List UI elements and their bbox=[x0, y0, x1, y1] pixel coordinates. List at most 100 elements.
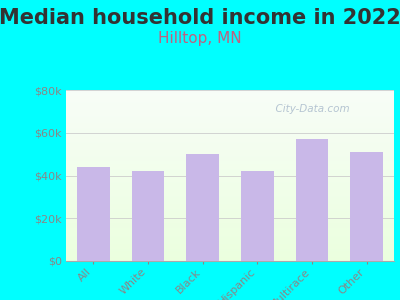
Bar bbox=[66, 152, 394, 153]
Bar bbox=[66, 109, 394, 110]
Bar bbox=[66, 148, 394, 149]
Bar bbox=[66, 108, 394, 109]
Bar bbox=[66, 137, 394, 138]
Bar bbox=[66, 210, 394, 211]
Bar bbox=[66, 216, 394, 217]
Bar bbox=[66, 162, 394, 163]
Bar bbox=[66, 143, 394, 144]
Bar bbox=[66, 94, 394, 95]
Text: City-Data.com: City-Data.com bbox=[269, 104, 350, 114]
Bar bbox=[66, 220, 394, 221]
Bar bbox=[66, 178, 394, 179]
Bar bbox=[66, 202, 394, 203]
Bar bbox=[66, 100, 394, 101]
Bar bbox=[66, 136, 394, 137]
Bar bbox=[66, 232, 394, 233]
Bar bbox=[66, 105, 394, 106]
Bar bbox=[66, 227, 394, 228]
Bar bbox=[66, 172, 394, 173]
Bar bbox=[66, 117, 394, 118]
Bar bbox=[66, 99, 394, 100]
Bar bbox=[66, 239, 394, 240]
Bar bbox=[66, 163, 394, 164]
Bar bbox=[66, 167, 394, 168]
Bar bbox=[66, 156, 394, 157]
Bar bbox=[66, 165, 394, 166]
Bar bbox=[66, 112, 394, 113]
Bar bbox=[66, 233, 394, 234]
Bar bbox=[66, 193, 394, 194]
Bar bbox=[66, 150, 394, 151]
Bar bbox=[66, 221, 394, 222]
Bar bbox=[66, 218, 394, 219]
Bar bbox=[66, 115, 394, 116]
Bar bbox=[66, 207, 394, 208]
Bar bbox=[66, 155, 394, 156]
Bar bbox=[66, 121, 394, 122]
Bar bbox=[66, 169, 394, 170]
Bar bbox=[66, 175, 394, 176]
Bar bbox=[66, 133, 394, 134]
Bar bbox=[66, 226, 394, 227]
Bar bbox=[66, 245, 394, 246]
Bar bbox=[66, 169, 394, 170]
Bar bbox=[66, 171, 394, 172]
Bar bbox=[66, 188, 394, 189]
Bar bbox=[66, 253, 394, 254]
Bar bbox=[66, 120, 394, 121]
Bar bbox=[66, 215, 394, 216]
Bar bbox=[186, 154, 219, 261]
Bar bbox=[66, 190, 394, 191]
Bar bbox=[66, 179, 394, 180]
Bar bbox=[66, 224, 394, 225]
Bar bbox=[66, 196, 394, 197]
Bar bbox=[66, 231, 394, 232]
Bar bbox=[66, 229, 394, 230]
Bar bbox=[66, 147, 394, 148]
Bar bbox=[66, 144, 394, 145]
Bar bbox=[66, 92, 394, 93]
Bar bbox=[66, 160, 394, 161]
Bar bbox=[66, 97, 394, 98]
Bar bbox=[66, 242, 394, 243]
Bar bbox=[66, 123, 394, 124]
Bar bbox=[66, 154, 394, 155]
Bar bbox=[66, 240, 394, 241]
Bar bbox=[66, 185, 394, 186]
Bar bbox=[66, 260, 394, 261]
Bar bbox=[66, 113, 394, 114]
Bar bbox=[66, 248, 394, 249]
Bar bbox=[66, 257, 394, 258]
Bar bbox=[66, 259, 394, 260]
Bar bbox=[66, 91, 394, 92]
Bar bbox=[66, 140, 394, 141]
Bar bbox=[66, 236, 394, 237]
Bar bbox=[66, 130, 394, 131]
Bar bbox=[66, 128, 394, 129]
Bar bbox=[66, 170, 394, 171]
Bar bbox=[66, 119, 394, 120]
Bar bbox=[132, 171, 164, 261]
Bar bbox=[66, 126, 394, 127]
Bar bbox=[66, 243, 394, 244]
Bar bbox=[66, 180, 394, 181]
Bar bbox=[66, 103, 394, 104]
Bar bbox=[66, 244, 394, 245]
Bar bbox=[66, 110, 394, 111]
Bar bbox=[66, 168, 394, 169]
Bar bbox=[66, 199, 394, 200]
Bar bbox=[66, 237, 394, 238]
Bar bbox=[350, 152, 383, 261]
Bar bbox=[66, 194, 394, 195]
Bar bbox=[66, 234, 394, 235]
Bar bbox=[66, 159, 394, 160]
Bar bbox=[77, 167, 110, 261]
Bar bbox=[66, 238, 394, 239]
Bar bbox=[66, 142, 394, 143]
Bar bbox=[66, 177, 394, 178]
Bar bbox=[66, 96, 394, 97]
Bar bbox=[66, 118, 394, 119]
Bar bbox=[66, 254, 394, 255]
Bar bbox=[66, 151, 394, 152]
Bar bbox=[66, 250, 394, 251]
